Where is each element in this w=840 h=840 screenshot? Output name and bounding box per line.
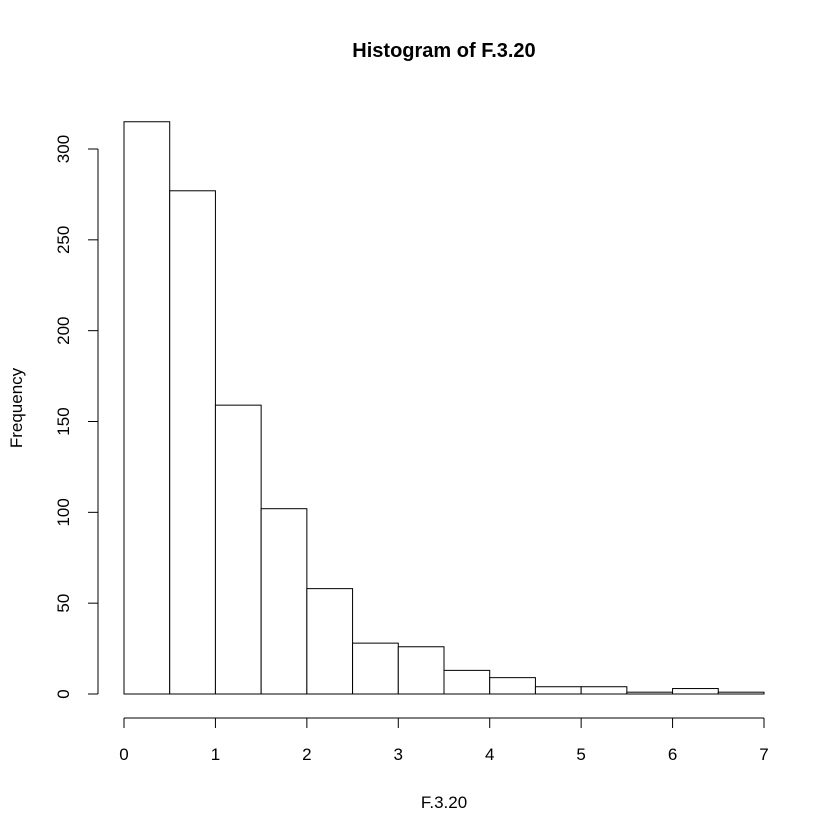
x-tick-label: 4 (485, 745, 494, 764)
y-tick-label: 50 (54, 594, 73, 613)
histogram-bar (580, 686, 628, 695)
bars-group (123, 121, 765, 695)
y-tick-label: 100 (54, 498, 73, 526)
x-tick-label: 0 (119, 745, 128, 764)
x-tick-label: 3 (394, 745, 403, 764)
histogram-bar (717, 691, 765, 695)
histogram-bar (214, 404, 262, 695)
y-tick-label: 250 (54, 226, 73, 254)
y-axis: 0 50 100 150 200 250 300 (54, 135, 99, 699)
chart-title: Histogram of F.3.20 (352, 40, 535, 62)
histogram-bar (489, 677, 536, 695)
histogram-bar (306, 588, 354, 695)
x-axis-label: F.3.20 (421, 793, 467, 812)
x-tick-label: 1 (211, 745, 220, 764)
y-tick-label: 300 (54, 135, 73, 163)
histogram-bar (626, 691, 674, 695)
y-tick-label: 150 (54, 407, 73, 435)
histogram-bar (352, 642, 399, 695)
histogram-bar (397, 646, 445, 695)
x-tick-label: 6 (668, 745, 677, 764)
x-axis: 0 1 2 3 4 5 6 7 (119, 717, 769, 764)
y-tick-label: 200 (54, 316, 73, 344)
y-tick-label: 0 (54, 689, 73, 698)
y-axis-label: Frequency (7, 367, 26, 448)
x-tick-label: 7 (759, 745, 768, 764)
x-tick-label: 2 (302, 745, 311, 764)
histogram-bar (534, 686, 582, 695)
histogram-bar (169, 190, 216, 695)
histogram-bar (123, 121, 171, 695)
histogram-bar (672, 688, 719, 695)
x-tick-label: 5 (576, 745, 585, 764)
histogram-bar (260, 508, 308, 695)
histogram-bar (443, 669, 491, 695)
